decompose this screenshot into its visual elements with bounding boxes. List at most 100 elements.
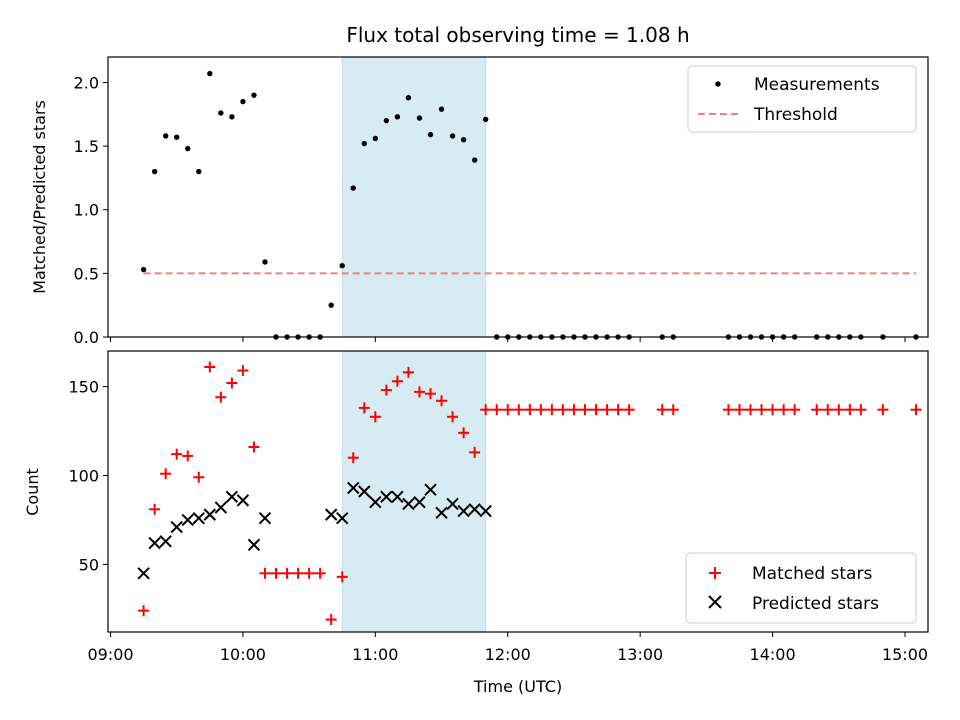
top-legend-box <box>687 65 917 133</box>
matched-stars-point <box>568 404 580 416</box>
matched-stars-point <box>413 386 425 398</box>
top-highlight-span <box>341 56 487 338</box>
matched-stars-point <box>656 404 668 416</box>
matched-stars-point <box>138 605 150 617</box>
predicted-stars-point <box>258 511 272 525</box>
matched-stars-point <box>248 441 260 453</box>
matched-stars-point <box>745 404 757 416</box>
legend-matched-marker <box>709 567 721 579</box>
measurements-point <box>449 133 456 139</box>
bottom-legend: Matched stars Predicted stars <box>685 552 917 624</box>
bottom-y-tick-label: 50 <box>79 555 99 574</box>
top-y-tick-label: 0.0 <box>74 328 99 347</box>
predicted-stars-point <box>358 485 371 498</box>
predicted-stars-point <box>336 511 349 525</box>
matched-stars-point <box>469 446 481 458</box>
predicted-stars-point <box>468 503 481 516</box>
predicted-stars-point <box>137 567 150 580</box>
predicted-stars-point <box>159 535 172 548</box>
measurements-point <box>140 266 147 273</box>
top-axes-frame <box>107 56 929 338</box>
top-y-tick-label: 0.5 <box>74 264 99 283</box>
matched-stars-point <box>303 567 315 579</box>
legend-matched-label: Matched stars <box>752 564 872 584</box>
matched-stars-point <box>215 391 227 403</box>
bottom-axes-frame <box>107 350 929 633</box>
matched-stars-point <box>380 384 392 396</box>
matched-stars-point <box>204 361 216 373</box>
matched-stars-point <box>667 404 679 416</box>
measurements-point <box>185 145 191 152</box>
legend-measurements-label: Measurements <box>754 75 880 95</box>
predicted-stars-point <box>225 490 239 504</box>
matched-stars-point <box>756 404 768 416</box>
measurements-point <box>372 135 379 142</box>
bottom-legend-box <box>685 552 917 624</box>
matched-stars-point <box>612 404 624 416</box>
bottom-y-axis-label: Count <box>23 468 42 516</box>
x-tick-label: 15:00 <box>882 645 928 664</box>
predicted-stars-point <box>192 511 205 525</box>
matched-stars-point <box>182 450 194 462</box>
predicted-stars-point <box>446 497 459 511</box>
predicted-stars-point <box>424 483 437 496</box>
matched-stars-point <box>601 404 613 416</box>
top-y-tick-label: 2.0 <box>74 73 99 92</box>
matched-stars-point <box>524 404 536 416</box>
measurements-point <box>427 131 434 138</box>
matched-stars-point <box>535 404 547 416</box>
matched-stars-point <box>844 404 856 416</box>
bottom-y-tick-label: 150 <box>68 378 99 397</box>
bottom-panel: 50 100 150 09:00 10:00 11:00 12:00 13:00 14:00 15… <box>23 350 929 696</box>
x-tick-label: 11:00 <box>352 645 398 664</box>
measurements-point <box>251 92 257 98</box>
matched-stars-point <box>590 404 602 416</box>
measurements-point <box>416 115 423 121</box>
matched-stars-point <box>910 404 922 416</box>
top-panel: 0.00.51.01.52.0 Matched/Predicted stars … <box>30 56 929 347</box>
matched-stars-point <box>149 503 161 515</box>
matched-stars-point <box>458 427 470 439</box>
matched-stars-point <box>491 404 503 416</box>
matched-stars-point <box>391 375 403 387</box>
measurements-point <box>438 106 445 112</box>
x-tick-label: 10:00 <box>220 645 266 664</box>
measurements-point <box>218 110 224 116</box>
matched-stars-point <box>623 404 635 416</box>
matched-stars-point <box>789 404 801 416</box>
matched-stars-point <box>347 452 359 464</box>
matched-stars-point <box>314 567 326 579</box>
matched-stars-point <box>502 404 514 416</box>
top-legend: Measurements Threshold <box>687 65 917 133</box>
predicted-stars-point <box>247 538 261 552</box>
predicted-stars-point <box>324 508 338 521</box>
legend-threshold-label: Threshold <box>753 105 838 125</box>
legend-predicted-label: Predicted stars <box>752 594 879 614</box>
x-tick-label: 14:00 <box>750 645 796 664</box>
matched-stars-point <box>557 404 569 416</box>
matched-stars-point <box>447 411 459 423</box>
predicted-stars-point <box>435 506 448 520</box>
measurements-point <box>240 98 246 105</box>
measurements-point <box>174 134 180 140</box>
bottom-y-tick-label: 100 <box>68 466 99 485</box>
matched-stars-point <box>270 567 282 579</box>
matched-stars-point <box>722 404 734 416</box>
matched-stars-point <box>733 404 745 416</box>
measurements-point <box>361 140 367 147</box>
measurements-point <box>350 185 356 191</box>
predicted-stars-point <box>203 508 217 521</box>
x-tick-label: 12:00 <box>485 645 531 664</box>
matched-stars-point <box>369 411 381 423</box>
measurements-point <box>196 168 202 175</box>
legend-predicted-marker <box>708 595 722 609</box>
predicted-stars-point <box>148 536 161 550</box>
top-y-tick-label: 1.0 <box>74 201 99 220</box>
matched-stars-point <box>811 404 823 416</box>
predicted-stars-point <box>170 520 183 534</box>
matched-stars-point <box>259 567 271 579</box>
predicted-stars-point <box>457 504 470 518</box>
matched-stars-point <box>402 366 414 378</box>
top-ticks: 0.0 0.5 1.0 1.5 2.0 <box>74 73 906 347</box>
matched-stars-point <box>325 614 337 626</box>
